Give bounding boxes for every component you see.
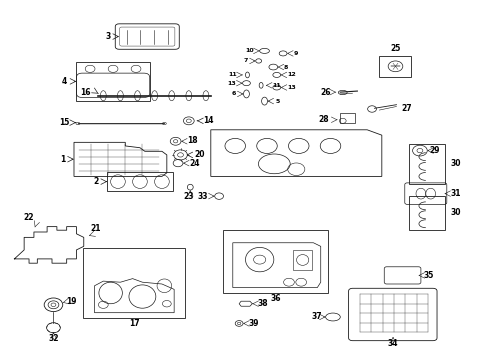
Text: 13: 13 <box>227 81 236 86</box>
Text: 29: 29 <box>430 146 440 155</box>
Bar <box>293 250 313 270</box>
Text: 10: 10 <box>245 48 254 53</box>
Text: 35: 35 <box>423 271 434 280</box>
Text: 37: 37 <box>312 312 322 321</box>
Text: 30: 30 <box>450 159 461 168</box>
Text: 5: 5 <box>275 99 280 104</box>
Bar <box>107 172 173 192</box>
Bar <box>76 62 150 101</box>
Text: 7: 7 <box>244 58 248 63</box>
Text: 39: 39 <box>249 319 259 328</box>
Text: 11: 11 <box>272 83 281 88</box>
Text: 31: 31 <box>450 189 461 198</box>
Text: 15: 15 <box>59 118 69 127</box>
Text: 27: 27 <box>401 104 412 113</box>
Text: 9: 9 <box>294 51 298 56</box>
Text: 12: 12 <box>288 72 296 77</box>
Text: 3: 3 <box>105 32 110 41</box>
Bar <box>83 248 185 318</box>
Bar <box>223 230 328 293</box>
Text: 2: 2 <box>93 177 98 186</box>
Text: 4: 4 <box>61 77 67 86</box>
Text: 23: 23 <box>184 192 194 201</box>
Text: 13: 13 <box>288 85 296 90</box>
Text: 28: 28 <box>318 115 329 124</box>
Text: 36: 36 <box>270 294 281 303</box>
Text: 20: 20 <box>195 150 205 159</box>
Text: 22: 22 <box>24 213 34 222</box>
Text: 26: 26 <box>320 87 331 96</box>
Bar <box>409 144 445 184</box>
Text: 17: 17 <box>129 319 139 328</box>
Text: 8: 8 <box>284 64 289 69</box>
Bar <box>379 55 411 77</box>
Text: 21: 21 <box>91 224 101 233</box>
Text: 14: 14 <box>203 116 214 125</box>
Text: 6: 6 <box>231 91 236 96</box>
Text: 32: 32 <box>48 334 59 343</box>
Text: 38: 38 <box>257 299 268 308</box>
Bar <box>340 113 355 123</box>
Text: 33: 33 <box>198 192 208 201</box>
Text: 1: 1 <box>60 155 66 164</box>
Text: 25: 25 <box>391 44 401 53</box>
Bar <box>409 196 445 230</box>
Text: 24: 24 <box>189 159 200 168</box>
Text: 19: 19 <box>66 297 76 306</box>
Text: 18: 18 <box>187 136 198 145</box>
Text: 11: 11 <box>228 72 237 77</box>
Text: 16: 16 <box>80 87 91 96</box>
Text: 34: 34 <box>388 339 398 348</box>
Text: 30: 30 <box>450 208 461 217</box>
